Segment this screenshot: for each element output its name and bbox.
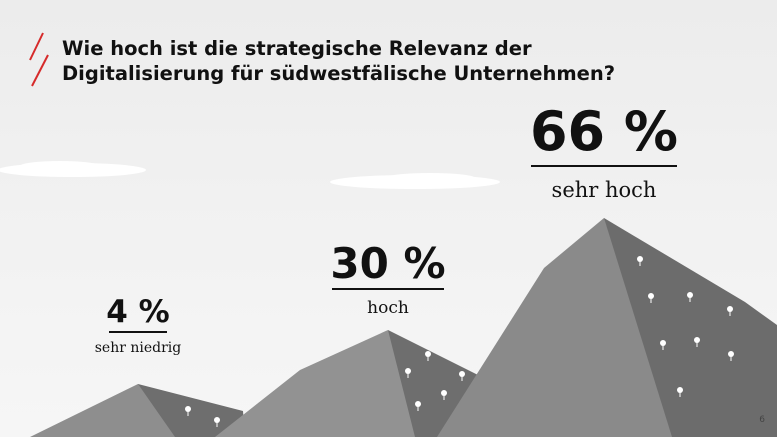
- stat-label-sehr-hoch: sehr hoch: [551, 178, 657, 202]
- cloud-middle-puff: [385, 173, 475, 183]
- stat-value-hoch: 30 %: [330, 239, 446, 288]
- tree-icons: [185, 406, 220, 427]
- stat-rule: [109, 331, 167, 333]
- page-number: 6: [759, 415, 765, 425]
- stat-hoch: 30 % hoch: [318, 240, 458, 319]
- stat-rule: [531, 165, 677, 167]
- slide-title: Wie hoch ist die strategische Relevanz d…: [62, 36, 662, 86]
- stat-value-sehr-hoch: 66 %: [529, 100, 679, 163]
- title-line-2: Digitalisierung für südwestfälische Unte…: [62, 62, 616, 85]
- red-slash-accent-icon: [29, 32, 49, 87]
- stat-sehr-niedrig: 4 % sehr niedrig: [70, 294, 206, 357]
- cloud-left-puff: [20, 161, 100, 171]
- tree-icons: [405, 351, 465, 411]
- tree-icons: [637, 256, 734, 397]
- mountain-sehr-hoch: [437, 218, 777, 437]
- stat-label-hoch: hoch: [367, 298, 409, 318]
- mountain-sehr-niedrig: [30, 384, 245, 437]
- clouds: [0, 161, 500, 189]
- stat-rule: [332, 288, 444, 290]
- stat-sehr-hoch: 66 % sehr hoch: [518, 101, 690, 203]
- stat-value-sehr-niedrig: 4 %: [106, 294, 170, 330]
- stat-label-sehr-niedrig: sehr niedrig: [94, 340, 182, 356]
- title-line-1: Wie hoch ist die strategische Relevanz d…: [62, 37, 532, 60]
